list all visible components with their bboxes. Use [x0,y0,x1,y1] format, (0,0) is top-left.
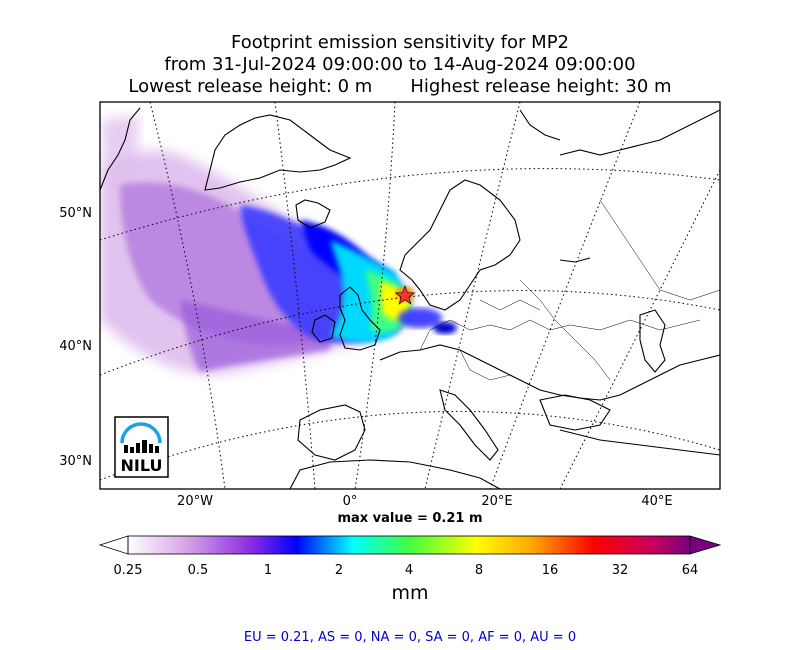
highest-release-height: Highest release height: 30 m [410,76,672,97]
colorbar [98,535,722,555]
colorbar-tick: 32 [611,563,629,578]
lon-label-20w: 20°W [177,494,213,509]
plot-title-line3: Lowest release height: 0 m Highest releas… [0,76,800,98]
lon-label-0: 0° [342,494,358,509]
graticule [100,102,720,489]
footprint-plume [100,115,457,375]
plot-title-line2: from 31-Jul-2024 09:00:00 to 14-Aug-2024… [164,54,636,75]
colorbar-tick: 4 [404,563,414,578]
colorbar-min-extend [98,535,129,555]
max-value-label: max value = 0.21 m [337,511,483,526]
lowest-release-height: Lowest release height: 0 m [128,76,373,97]
colorbar-tick: 2 [334,563,344,578]
colorbar-tick: 8 [474,563,484,578]
logo-text: NILU [121,456,163,475]
colorbar-units: mm [391,582,429,604]
star-icon [394,285,416,305]
lat-label-30n: 30°N [59,454,92,469]
colorbar-tick: 16 [541,563,559,578]
lat-label-50n: 50°N [59,206,92,221]
colorbar-tick: 64 [681,563,699,578]
colorbar-tick: 0.5 [187,563,209,578]
colorbar-tick: 1 [263,563,273,578]
plot-title-line1: Footprint emission sensitivity for MP2 [230,32,569,53]
map-frame [99,101,721,490]
colorbar-max-extend [689,535,722,555]
lon-label-20e: 20°E [481,494,513,509]
lat-label-40n: 40°N [59,339,92,354]
colorbar-tick: 0.25 [113,563,143,578]
country-borders [419,199,720,386]
lon-label-40e: 40°E [641,494,673,509]
region-summary: EU = 0.21, AS = 0, NA = 0, SA = 0, AF = … [243,630,577,645]
nilu-logo: NILU [114,416,169,478]
coastlines [100,107,720,489]
